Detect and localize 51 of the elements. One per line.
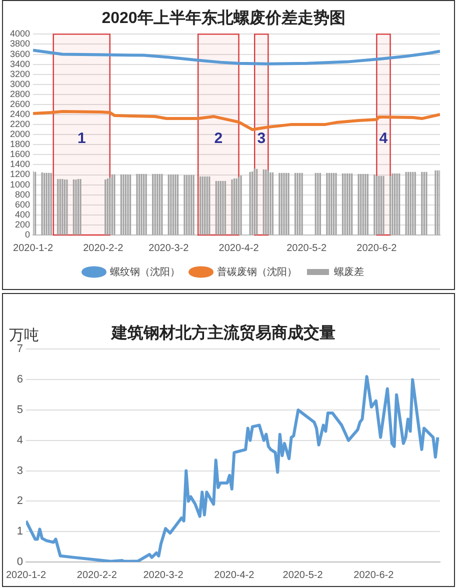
x-tick-label: 2020-4-2 bbox=[218, 242, 260, 254]
band-label: 2 bbox=[214, 130, 223, 147]
y-tick-label: 3800 bbox=[10, 38, 30, 49]
y-tick-label: 400 bbox=[14, 209, 30, 220]
y-tick-label: 7 bbox=[16, 343, 24, 356]
y-axis-title: 万吨 bbox=[9, 326, 39, 344]
y-tick-label: 4 bbox=[16, 434, 24, 446]
y-tick-label: 200 bbox=[14, 219, 30, 230]
y-tick-label: 1600 bbox=[10, 149, 30, 160]
y-tick-label: 1000 bbox=[10, 179, 30, 190]
chart-title: 建筑钢材北方主流贸易商成交量 bbox=[110, 323, 336, 342]
y-tick-label: 3400 bbox=[10, 58, 30, 69]
band-label: 1 bbox=[77, 130, 86, 147]
legend-label: 螺纹钢（沈阳） bbox=[110, 266, 180, 278]
y-tick-label: 2600 bbox=[10, 98, 30, 109]
y-tick-label: 1200 bbox=[10, 169, 30, 180]
y-tick-label: 3600 bbox=[10, 48, 30, 59]
chart-title: 2020年上半年东北螺废价差走势图 bbox=[102, 9, 346, 28]
x-tick-label: 2020-3-2 bbox=[148, 242, 190, 254]
y-tick-label: 3000 bbox=[10, 78, 30, 89]
y-tick-label: 600 bbox=[14, 199, 30, 210]
y-tick-label: 2 bbox=[16, 495, 24, 508]
y-tick-label: 0 bbox=[25, 229, 30, 240]
x-tick-label: 2020-6-2 bbox=[356, 242, 398, 254]
x-tick-label: 2020-5-2 bbox=[282, 570, 324, 581]
y-tick-label: 2800 bbox=[10, 88, 30, 99]
x-tick-label: 2020-2-2 bbox=[83, 242, 124, 254]
y-tick-label: 800 bbox=[14, 189, 30, 200]
y-tick-label: 0 bbox=[16, 556, 24, 568]
y-tick-label: 2400 bbox=[10, 109, 30, 120]
y-tick-label: 3 bbox=[16, 464, 24, 477]
y-tick-label: 1 bbox=[16, 526, 24, 538]
x-tick-label: 2020-2-2 bbox=[76, 570, 118, 581]
y-tick-label: 1400 bbox=[10, 159, 30, 170]
y-tick-label: 6 bbox=[16, 374, 24, 386]
x-tick-label: 2020-1-2 bbox=[13, 242, 54, 254]
x-tick-label: 2020-4-2 bbox=[214, 570, 255, 581]
y-tick-label: 2200 bbox=[10, 119, 30, 130]
y-tick-label: 1800 bbox=[10, 139, 30, 150]
x-tick-label: 2020-1-2 bbox=[6, 570, 46, 581]
y-tick-label: 4000 bbox=[10, 28, 30, 39]
x-tick-label: 2020-3-2 bbox=[143, 570, 184, 581]
x-tick-label: 2020-6-2 bbox=[354, 570, 394, 581]
band-label: 3 bbox=[257, 130, 266, 147]
y-tick-label: 3200 bbox=[10, 68, 30, 79]
band-label: 4 bbox=[379, 130, 388, 147]
y-tick-label: 2000 bbox=[10, 129, 30, 140]
legend-label: 普碳废钢（沈阳） bbox=[217, 266, 297, 278]
x-tick-label: 2020-5-2 bbox=[286, 242, 328, 254]
legend-label: 螺废差 bbox=[334, 266, 364, 278]
y-tick-label: 5 bbox=[16, 404, 24, 416]
